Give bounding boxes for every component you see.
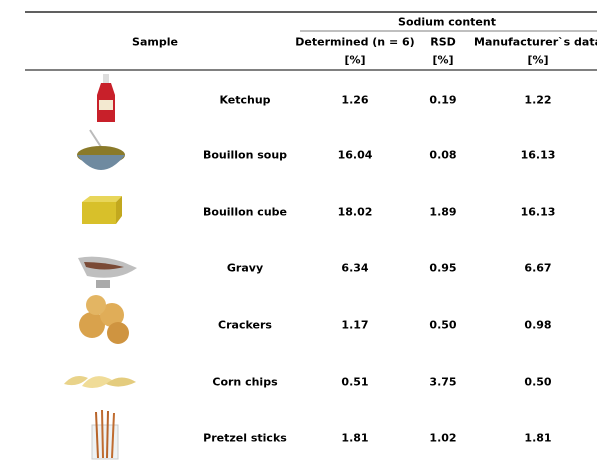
cell-value: 6.67 — [524, 261, 552, 275]
cell-value: 0.51 — [341, 375, 369, 389]
gravy-icon — [78, 256, 137, 288]
cell-value: 0.95 — [429, 261, 457, 275]
cell-value: 16.13 — [520, 148, 556, 162]
cube-icon — [82, 196, 122, 224]
cell-value: 18.02 — [337, 205, 373, 219]
column-unit: [%] — [344, 53, 366, 67]
cell-value: 1.26 — [341, 93, 369, 107]
cell-value: 3.75 — [429, 375, 457, 389]
cell-value: 1.81 — [524, 431, 552, 445]
cell-value: 0.19 — [429, 93, 457, 107]
cell-value: 1.02 — [429, 431, 457, 445]
column-header: Determined (n = 6) — [295, 35, 415, 49]
cell-value: 0.50 — [429, 318, 457, 332]
column-header: RSD — [430, 35, 456, 49]
group-header: Sodium content — [398, 15, 496, 29]
cell-value: 6.34 — [341, 261, 369, 275]
sample-name: Pretzel sticks — [203, 431, 287, 445]
sample-name: Bouillon cube — [203, 205, 287, 219]
sample-name: Gravy — [226, 261, 264, 275]
cell-value: 1.17 — [341, 318, 369, 332]
sample-name: Corn chips — [212, 375, 278, 389]
cell-value: 1.81 — [341, 431, 369, 445]
pretzel-icon — [91, 409, 119, 460]
cell-value: 16.13 — [520, 205, 556, 219]
ketchup-icon — [97, 74, 115, 122]
cell-value: 1.22 — [524, 93, 552, 107]
crackers-icon — [79, 295, 129, 344]
cell-value: 16.04 — [337, 148, 373, 162]
chips-icon — [64, 376, 136, 388]
column-header: Manufacturer`s data — [473, 35, 597, 49]
sample-name: Bouillon soup — [202, 148, 288, 162]
column-unit: [%] — [527, 53, 549, 67]
cell-value: 0.08 — [429, 148, 457, 162]
sample-header: Sample — [132, 35, 178, 49]
sample-name: Ketchup — [219, 93, 271, 107]
cell-value: 0.50 — [524, 375, 552, 389]
column-unit: [%] — [432, 53, 454, 67]
soup-icon — [77, 129, 125, 170]
sample-name: Crackers — [218, 318, 272, 332]
cell-value: 0.98 — [524, 318, 552, 332]
cell-value: 1.89 — [429, 205, 457, 219]
